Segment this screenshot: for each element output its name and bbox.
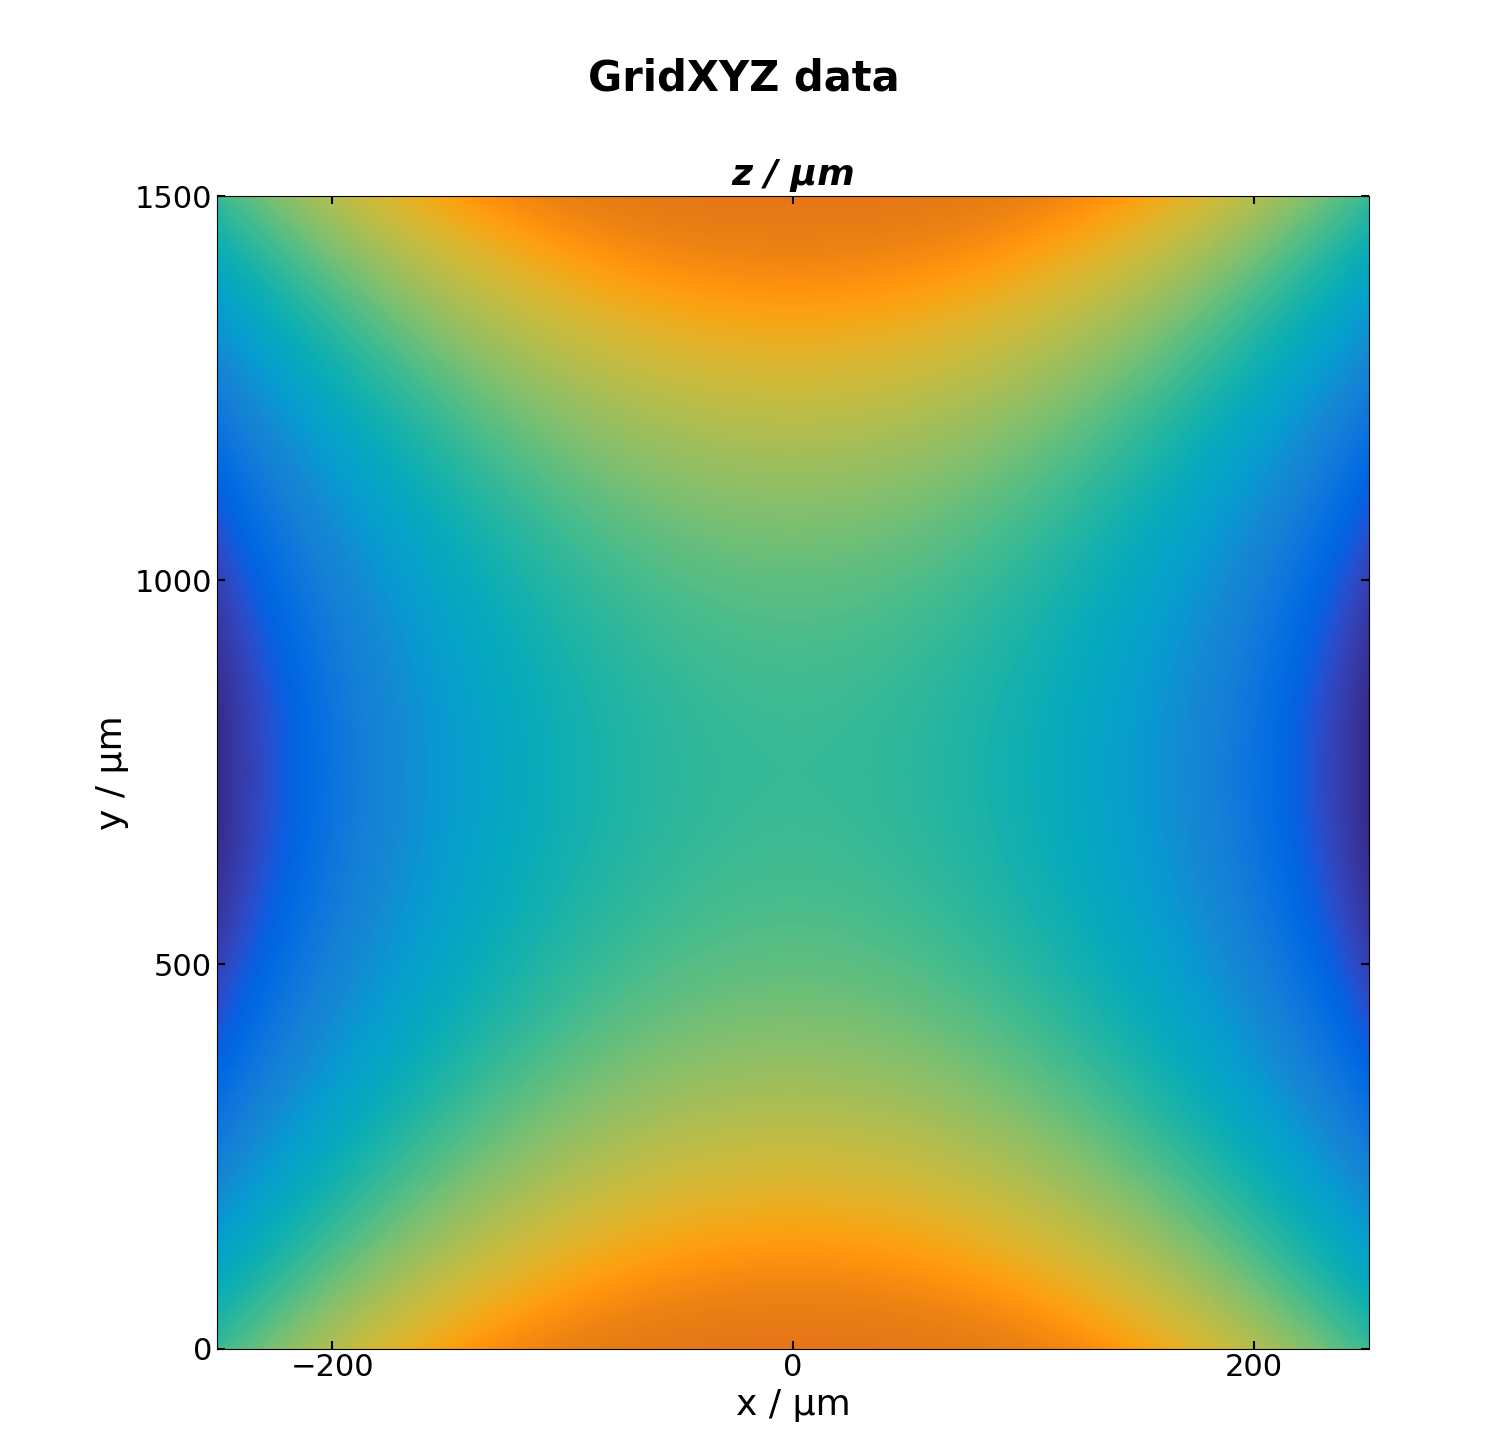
Y-axis label: y / μm: y / μm bbox=[95, 716, 129, 829]
Text: GridXYZ data: GridXYZ data bbox=[587, 57, 900, 99]
Title: z / μm: z / μm bbox=[732, 158, 855, 193]
X-axis label: x / μm: x / μm bbox=[736, 1388, 851, 1423]
